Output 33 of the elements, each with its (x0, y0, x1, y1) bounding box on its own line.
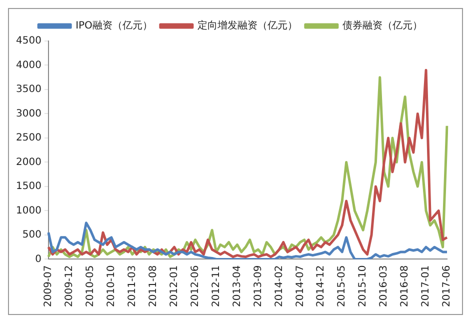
x-tick-label: 2012-01 (168, 265, 180, 308)
y-tick-label: 1500 (16, 181, 42, 192)
x-tick-label: 2015-05 (336, 265, 348, 308)
legend-label: 债券融资（亿元） (342, 20, 422, 32)
x-tick-label: 2013-04 (232, 265, 243, 308)
y-tick-label: 4500 (16, 36, 42, 47)
x-tick-label: 2017-01 (420, 265, 432, 308)
x-tick-label: 2015-10 (358, 265, 369, 308)
x-tick-label: 2013-09 (252, 265, 264, 308)
x-tick-label: 2010-05 (84, 265, 96, 308)
x-tick-label: 2014-02 (274, 265, 285, 308)
y-tick-label: 500 (22, 230, 42, 241)
legend-label: 定向增发融资（亿元） (197, 20, 298, 32)
y-tick-label: 0 (35, 254, 42, 265)
x-tick-label: 2009-07 (43, 265, 54, 308)
x-tick-label: 2009-12 (64, 265, 76, 308)
x-tick-label: 2011-08 (148, 265, 159, 308)
y-tick-label: 4000 (16, 60, 42, 71)
y-tick-label: 3500 (16, 84, 42, 96)
x-tick-label: 2016-03 (378, 265, 390, 308)
x-tick-label: 2014-12 (316, 265, 327, 308)
legend-label: IPO融资（亿元） (76, 20, 152, 32)
x-tick-label: 2017-06 (442, 265, 453, 308)
y-tick-label: 3000 (16, 108, 42, 120)
x-tick-label: 2012-11 (210, 265, 222, 308)
y-tick-label: 1000 (16, 205, 42, 216)
x-tick-label: 2010-10 (106, 265, 117, 308)
y-tick-label: 2500 (16, 132, 42, 144)
y-tick-label: 2000 (16, 156, 42, 168)
x-tick-label: 2012-06 (190, 265, 201, 308)
x-tick-label: 2016-08 (400, 265, 411, 308)
x-tick-label: 2014-07 (294, 265, 306, 308)
x-tick-label: 2011-03 (126, 265, 138, 308)
